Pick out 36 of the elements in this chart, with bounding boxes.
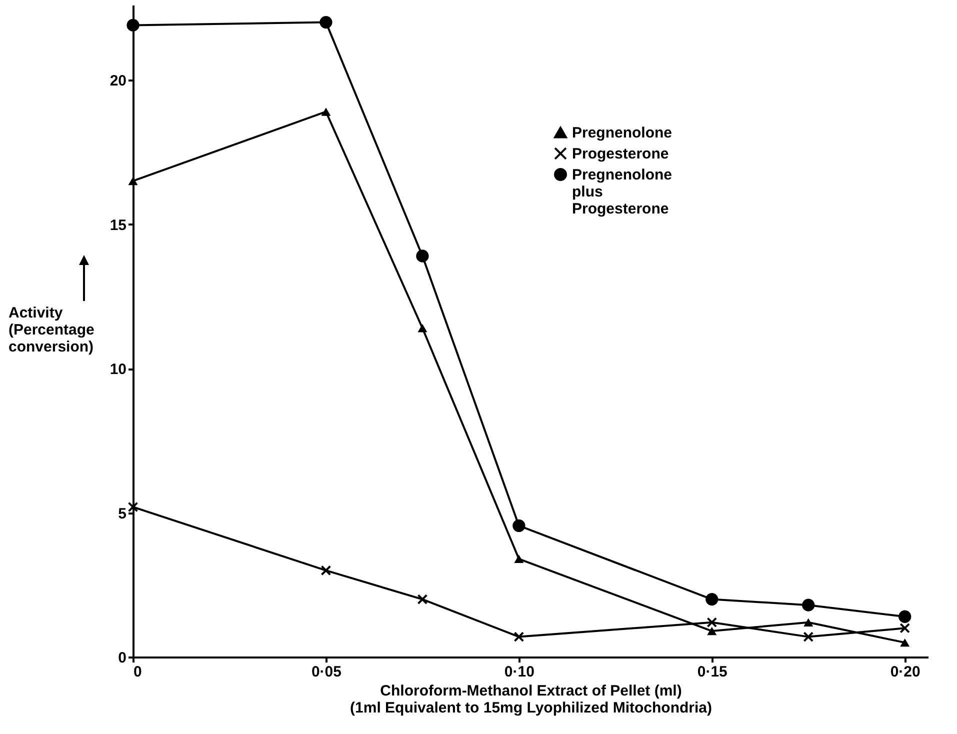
point: [418, 324, 428, 332]
point: [321, 108, 331, 116]
point: [803, 632, 814, 642]
y-tick-label: 15: [110, 216, 126, 234]
y-tick-label: 5: [118, 505, 126, 522]
point: [126, 18, 140, 32]
legend-label: Progesterone: [572, 146, 669, 162]
x-axis-title: Chloroform-Methanol Extract of Pellet (ml) (1ml Equivalent to 15mg Lyophilized Mitochondria): [350, 682, 712, 716]
point: [417, 594, 428, 604]
point: [514, 554, 524, 564]
point: [416, 250, 429, 262]
y-axis-title: Activity (Percentage conversion): [8, 304, 94, 356]
point: [900, 638, 910, 647]
x-tick-label: 0·10: [504, 664, 534, 680]
point: [514, 632, 524, 642]
x-tick-label: 0·20: [890, 664, 920, 680]
point: [802, 598, 815, 612]
y-tick-label: 20: [110, 72, 126, 90]
legend-label: Pregnenolone: [572, 124, 672, 142]
point: [320, 565, 332, 576]
point: [898, 610, 912, 623]
x-tick-label: 0·15: [697, 664, 728, 680]
point: [900, 622, 910, 634]
y-tick-label: 0: [118, 650, 126, 666]
point: [128, 502, 138, 512]
point: [706, 592, 718, 606]
point: [804, 618, 814, 626]
point: [707, 626, 717, 636]
point: [706, 617, 718, 628]
y-tick-label: 10: [110, 361, 126, 378]
point: [128, 176, 138, 186]
legend-label: Pregnenolone plus Progesterone: [572, 166, 672, 218]
point: [512, 519, 526, 532]
x-tick-label: 0: [134, 664, 142, 680]
point: [320, 16, 332, 29]
x-tick-label: 0·05: [311, 664, 342, 680]
